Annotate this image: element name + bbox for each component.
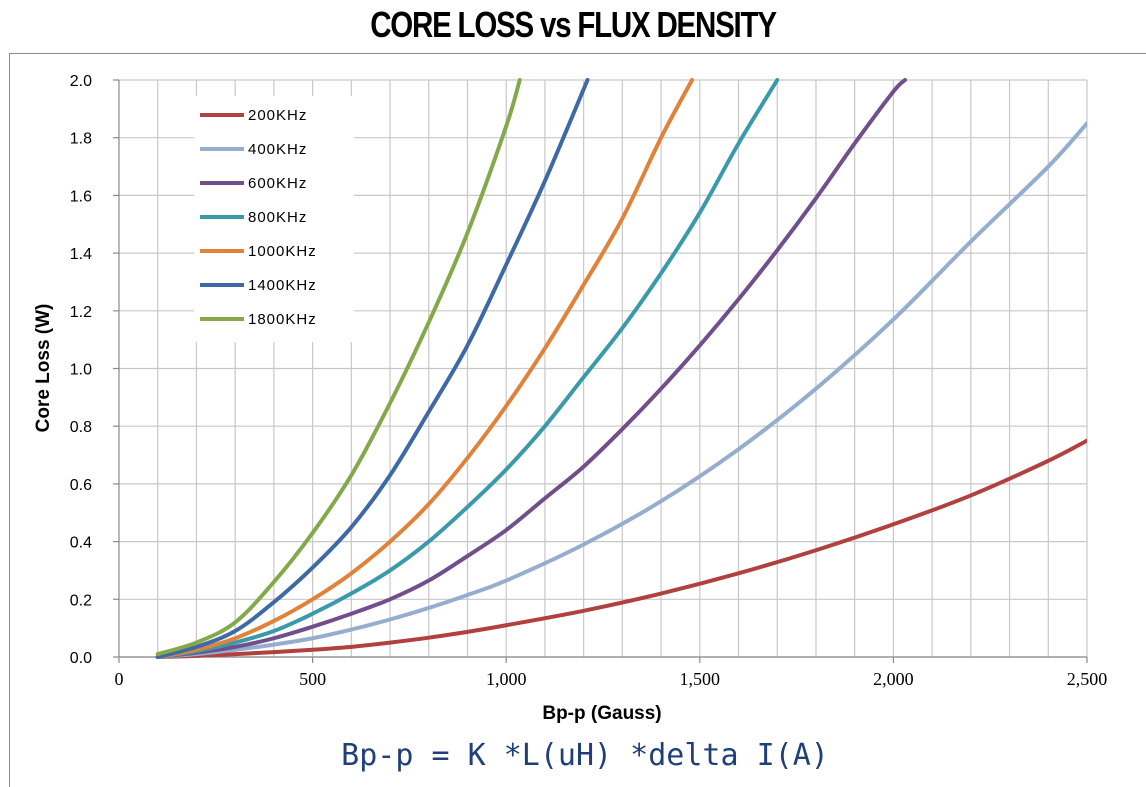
series-line-1800khz	[155, 78, 522, 657]
legend-entry: 1000KHz	[248, 243, 317, 260]
legend-entry: 600KHz	[248, 175, 307, 192]
legend-entry: 800KHz	[248, 209, 307, 226]
y-tick-label: 0.2	[70, 592, 92, 609]
tick-labels: 0.0 0.2 0.4 0.6 0.8 1.0 1.2 1.4 1.6 1.8 2.0 0 500 1,0…	[70, 73, 1108, 689]
page-title: CORE LOSS vs FLUX DENSITY	[370, 4, 777, 45]
series-line-600khz	[155, 78, 908, 659]
legend-entry: 400KHz	[248, 141, 307, 158]
x-tick-label: 1,500	[680, 669, 721, 689]
y-tick-label: 0.6	[70, 477, 92, 494]
series-line-400khz	[155, 121, 1087, 659]
legend-entry: 1400KHz	[248, 277, 317, 294]
y-tick-label: 1.6	[70, 188, 92, 205]
y-tick-label: 2.0	[70, 73, 92, 90]
x-tick-label: 2,000	[873, 669, 914, 689]
series-line-1400khz	[155, 78, 590, 659]
axes	[113, 79, 1088, 663]
y-tick-label: 0.8	[70, 419, 92, 436]
series-line-800khz	[155, 78, 780, 659]
legend: 200KHz 400KHz 600KHz 800KHz 1000KHz 1400KHz 18…	[200, 107, 317, 328]
x-axis-title: Bp-p (Gauss)	[542, 703, 661, 724]
series-line-1000khz	[155, 78, 695, 659]
legend-entry: 200KHz	[248, 107, 307, 124]
legend-entry: 1800KHz	[248, 311, 317, 328]
series-lines	[155, 78, 1087, 659]
y-tick-label: 0.0	[70, 650, 92, 667]
x-tick-label: 500	[299, 669, 326, 689]
y-tick-label: 0.4	[70, 535, 92, 552]
y-tick-label: 1.8	[70, 131, 92, 148]
series-line-200khz	[155, 438, 1087, 659]
x-tick-label: 1,000	[486, 669, 527, 689]
x-tick-label: 0	[115, 669, 124, 689]
x-tick-label: 2,500	[1067, 669, 1108, 689]
y-tick-label: 1.0	[70, 362, 92, 379]
y-tick-label: 1.2	[70, 304, 92, 321]
y-tick-label: 1.4	[70, 246, 92, 263]
y-axis-title: Core Loss (W)	[33, 304, 54, 433]
formula-text: Bp-p = K *L(uH) *delta I(A)	[341, 738, 829, 773]
chart-frame	[9, 53, 1146, 787]
